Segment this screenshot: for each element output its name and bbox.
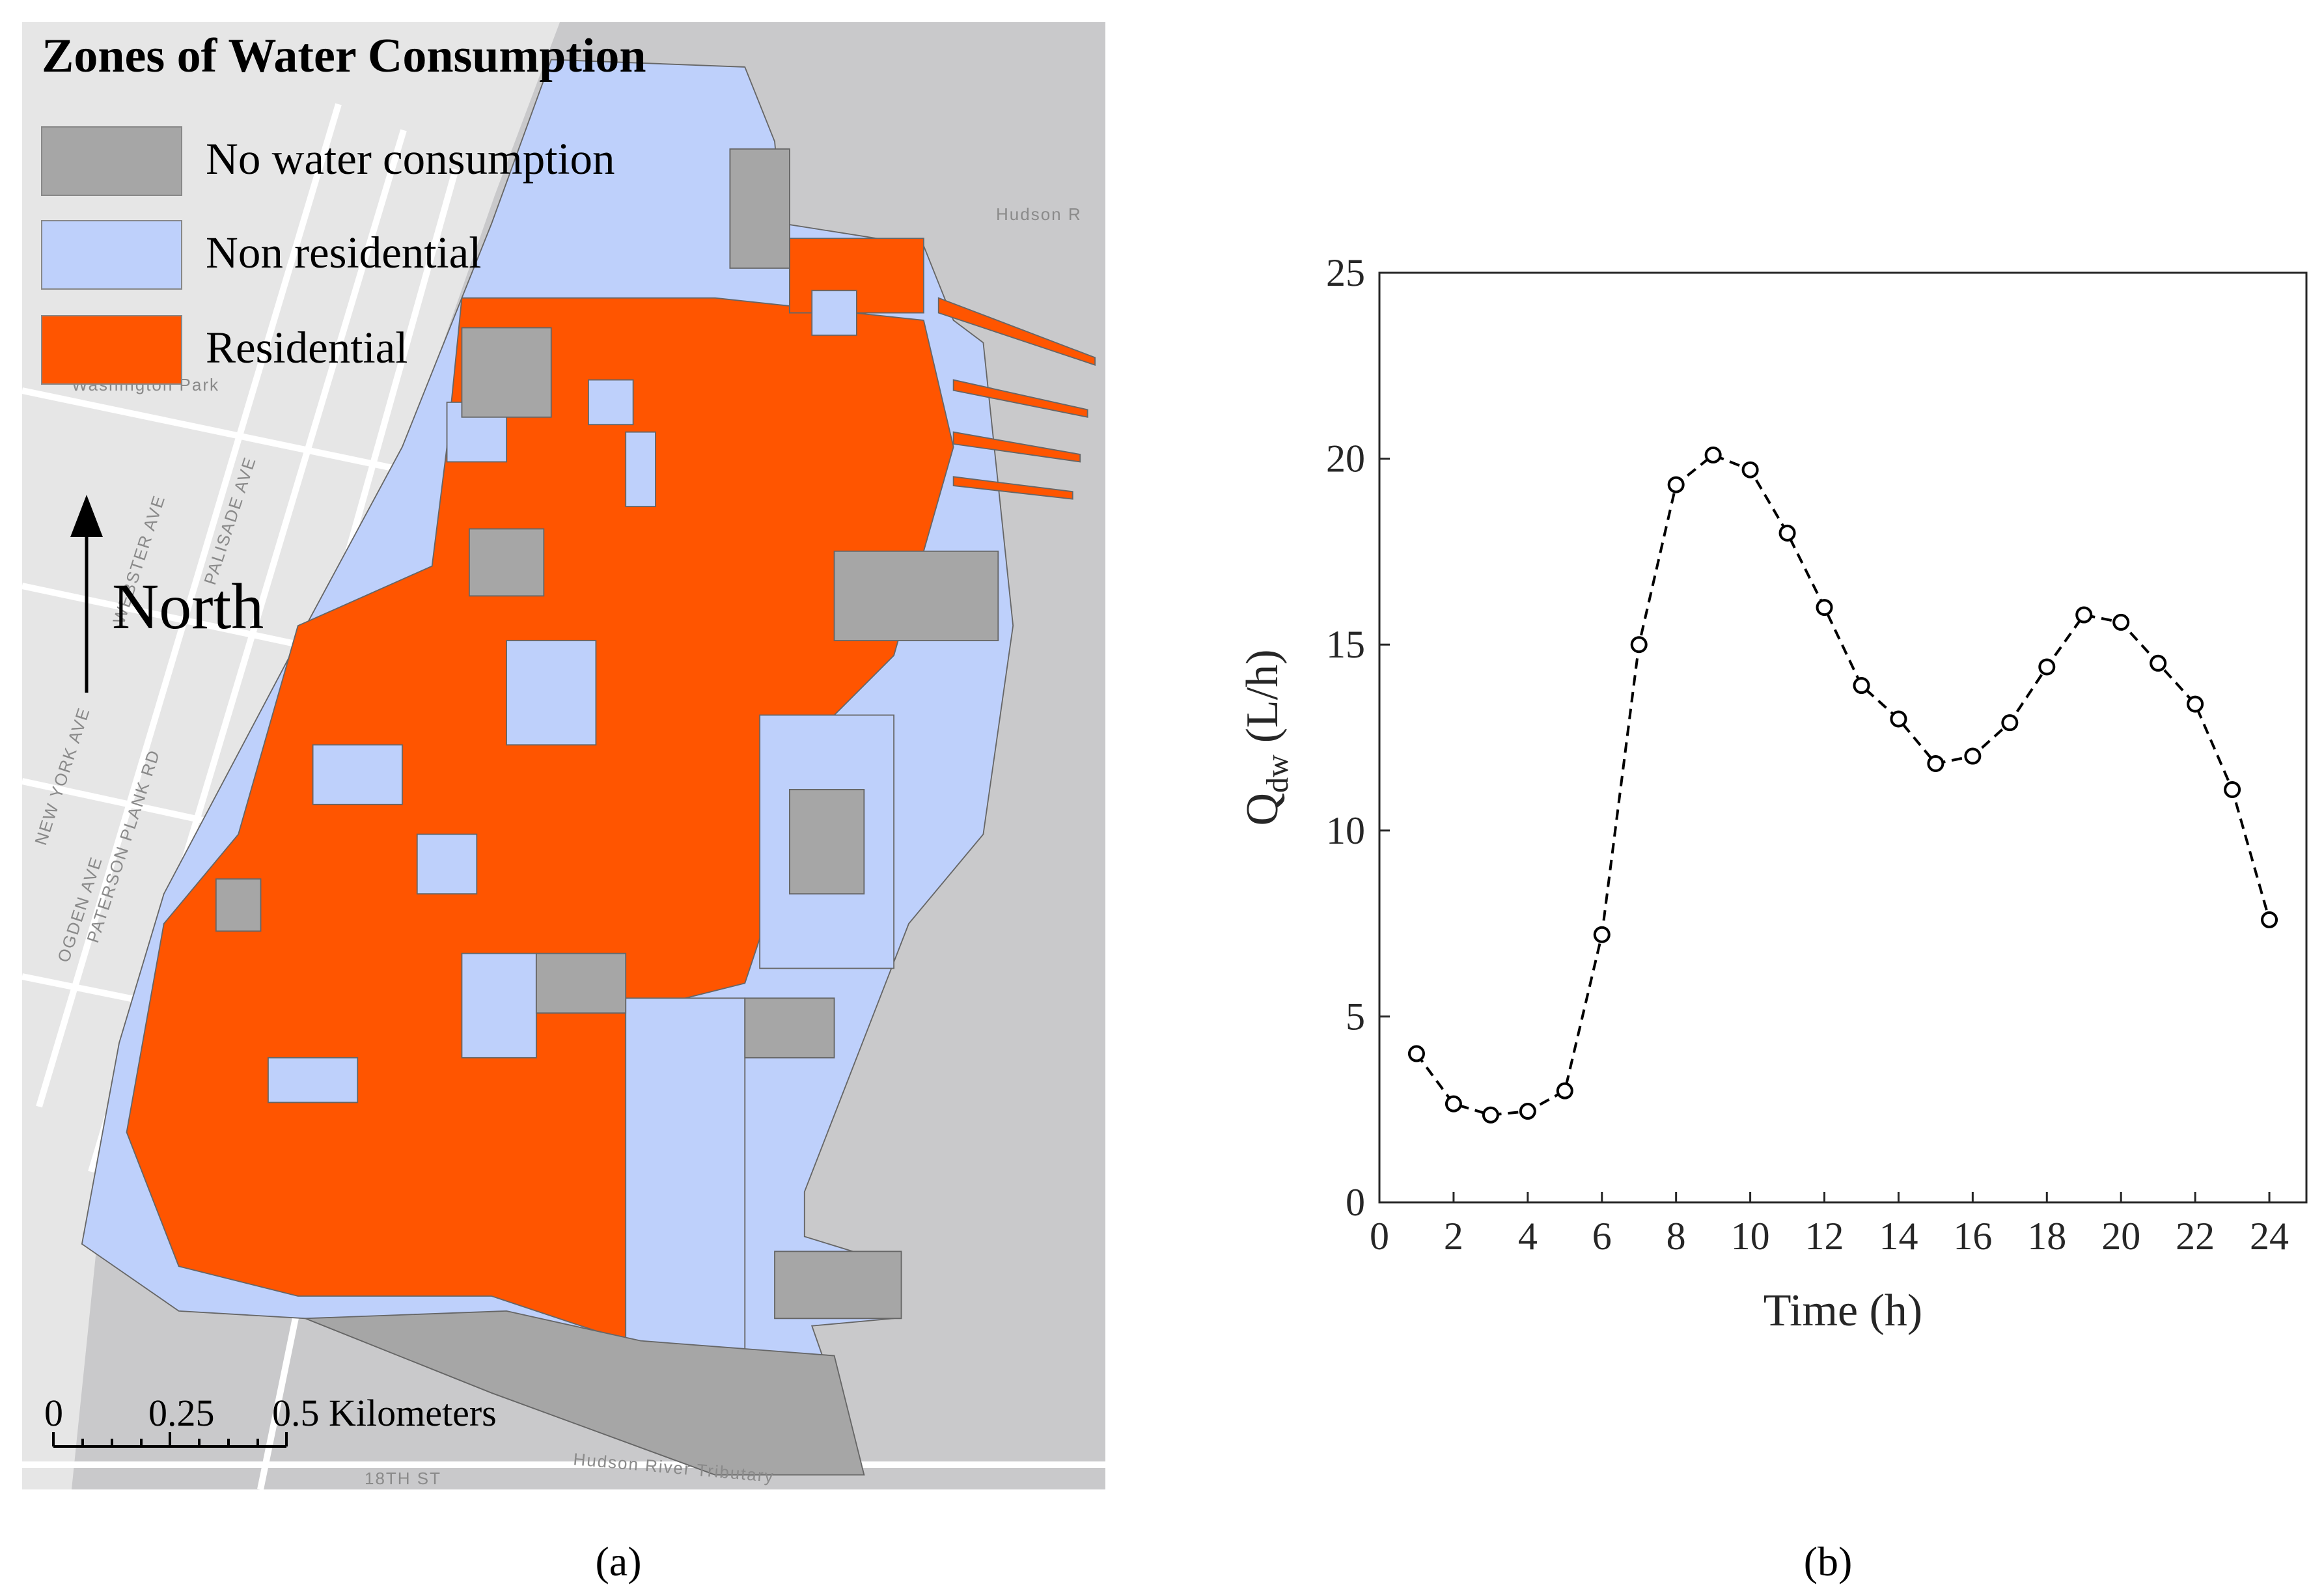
data-line [1415, 453, 2271, 1116]
x-tick-label: 4 [1518, 1215, 1538, 1258]
zone [416, 833, 478, 895]
map-legend: No water consumption Non residential Resid… [41, 126, 615, 385]
zone [811, 290, 857, 336]
place-label: Hudson R [996, 204, 1082, 224]
data-point [1927, 754, 1944, 772]
legend-label: Non residential [206, 228, 481, 277]
scale-label: 0.5 Kilometers [272, 1392, 497, 1434]
north-label: North [112, 570, 264, 643]
zone [215, 878, 262, 932]
place-label: 18TH ST [365, 1469, 441, 1488]
data-point [1964, 747, 1982, 765]
data-point [1593, 926, 1611, 943]
data-point [2038, 658, 2056, 676]
y-tick-label: 25 [1326, 251, 1365, 294]
y-tick-label: 5 [1346, 995, 1365, 1038]
north-arrow-head [70, 495, 103, 537]
data-point [1630, 636, 1648, 654]
y-axis-label: Qdw (L/h) [1238, 649, 1295, 825]
data-point [2261, 911, 2278, 928]
x-tick-label: 12 [1805, 1215, 1844, 1258]
zone [305, 1310, 865, 1476]
pier [937, 297, 1096, 500]
zone [535, 952, 627, 1014]
data-point [1445, 1095, 1462, 1113]
map-title: Zones of Water Consumption [42, 29, 646, 83]
zone [788, 788, 865, 895]
data-point [1853, 677, 1870, 695]
y-tick-label: 10 [1326, 809, 1365, 852]
zone [729, 148, 790, 269]
data-point [2001, 714, 2019, 732]
scale-bar [52, 1432, 288, 1448]
caption: (b) [1804, 1538, 1853, 1584]
zone [774, 1251, 902, 1320]
zone [268, 1057, 359, 1103]
zone [833, 550, 999, 641]
x-tick-label: 16 [1953, 1215, 1992, 1258]
x-tick-label: 10 [1731, 1215, 1770, 1258]
data-point [2150, 654, 2167, 672]
data-point [1704, 446, 1722, 463]
zone [312, 744, 403, 805]
y-tick-label: 0 [1346, 1181, 1365, 1224]
zone [744, 997, 835, 1058]
x-tick-label: 20 [2101, 1215, 2140, 1258]
y-tick-label: 20 [1326, 437, 1365, 480]
y-label-main: Q [1238, 793, 1288, 826]
zone [461, 327, 552, 418]
x-axis-label: Time (h) [1764, 1286, 1922, 1336]
x-tick-label: 8 [1667, 1215, 1686, 1258]
legend-swatch [41, 126, 182, 196]
zone [588, 379, 634, 426]
x-tick-label: 18 [2027, 1215, 2066, 1258]
data-point [2224, 781, 2241, 798]
x-tick-label: 2 [1444, 1215, 1463, 1258]
legend-swatch [41, 315, 182, 385]
y-tick-label: 15 [1326, 623, 1365, 666]
data-point [1519, 1103, 1536, 1120]
zone [468, 528, 545, 597]
data-point [1556, 1082, 1573, 1100]
data-point [1778, 524, 1796, 542]
data-point [2112, 613, 2130, 631]
x-tick-label: 6 [1592, 1215, 1612, 1258]
scale-label: 0 [44, 1392, 63, 1434]
legend-label: Residential [206, 323, 408, 372]
y-label-sub: dw [1260, 754, 1295, 793]
x-tick-label: 14 [1879, 1215, 1918, 1258]
zone [625, 997, 746, 1357]
zone [625, 431, 656, 508]
data-point [2187, 695, 2204, 713]
legend-label: No water consumption [206, 134, 615, 184]
legend-swatch [41, 220, 182, 290]
data-point [1482, 1106, 1499, 1124]
data-point [1667, 476, 1685, 493]
plot-frame [1378, 271, 2308, 1204]
scale-label: 0.25 [148, 1392, 215, 1434]
data-point [1407, 1045, 1425, 1062]
data-point [2075, 606, 2093, 624]
y-label-unit: (L/h) [1238, 649, 1288, 743]
data-point [1890, 710, 1907, 728]
zone [461, 952, 537, 1058]
data-point [1816, 599, 1833, 616]
x-tick-label: 24 [2250, 1215, 2289, 1258]
data-point [1741, 461, 1759, 478]
zone [506, 640, 597, 746]
x-tick-label: 0 [1370, 1215, 1389, 1258]
caption: (a) [595, 1538, 641, 1584]
x-tick-label: 22 [2176, 1215, 2215, 1258]
